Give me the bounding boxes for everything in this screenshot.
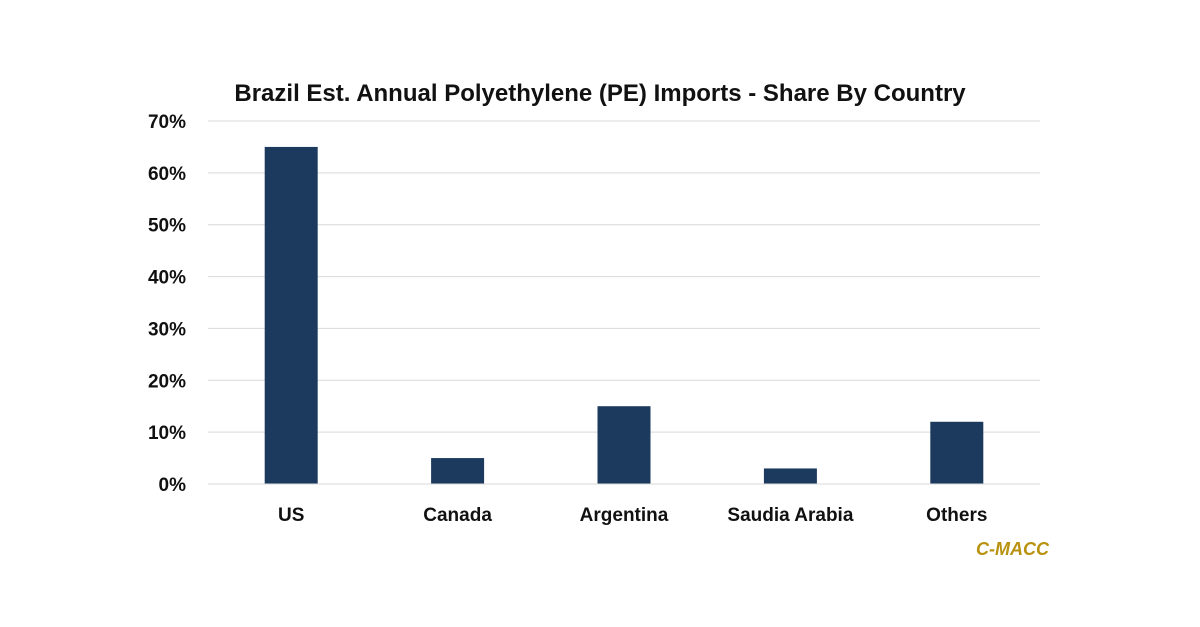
bar-canada [431, 458, 484, 484]
brand-watermark: C-MACC [976, 539, 1050, 559]
x-axis-tick-labels: US Canada Argentina Saudia Arabia Others [278, 505, 987, 526]
bar-saudia-arabia [764, 468, 817, 484]
gridlines [208, 121, 1040, 432]
y-tick-label: 60% [148, 164, 186, 185]
bars [265, 147, 984, 484]
x-tick-label: US [278, 505, 304, 526]
x-tick-label: Canada [423, 505, 492, 526]
y-tick-label: 70% [148, 112, 186, 133]
y-axis-tick-labels: 0% 10% 20% 30% 40% 50% 60% 70% [148, 112, 186, 496]
y-tick-label: 20% [148, 371, 186, 392]
y-tick-label: 0% [159, 475, 187, 496]
y-tick-label: 30% [148, 319, 186, 340]
y-tick-label: 50% [148, 216, 186, 237]
chart-title: Brazil Est. Annual Polyethylene (PE) Imp… [234, 80, 966, 107]
y-tick-label: 10% [148, 423, 186, 444]
bar-argentina [598, 406, 651, 484]
bar-others [930, 422, 983, 484]
bar-us [265, 147, 318, 484]
x-tick-label: Saudia Arabia [727, 505, 853, 526]
x-tick-label: Others [926, 505, 987, 526]
x-tick-label: Argentina [580, 505, 669, 526]
y-tick-label: 40% [148, 268, 186, 289]
